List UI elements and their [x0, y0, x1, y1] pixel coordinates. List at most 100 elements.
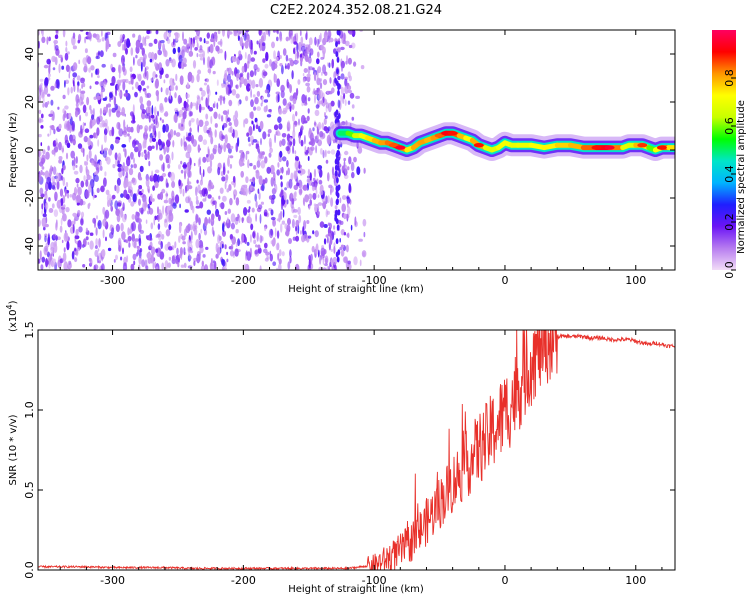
- noise-speck: [84, 48, 88, 54]
- noise-streak-speck: [337, 143, 341, 150]
- noise-speck: [68, 112, 72, 120]
- noise-streak-speck: [336, 68, 339, 75]
- noise-speck: [89, 232, 94, 236]
- noise-speck: [139, 248, 143, 253]
- noise-speck: [120, 208, 124, 218]
- noise-speck: [232, 175, 236, 183]
- noise-speck: [200, 228, 203, 234]
- noise-speck: [275, 91, 281, 95]
- noise-speck: [182, 188, 185, 197]
- noise-speck: [121, 59, 124, 66]
- noise-speck: [340, 249, 345, 257]
- noise-speck: [224, 181, 227, 190]
- noise-speck: [298, 188, 303, 196]
- noise-speck: [203, 38, 206, 44]
- noise-speck: [280, 190, 284, 195]
- noise-speck: [318, 92, 322, 100]
- noise-speck: [226, 143, 231, 149]
- noise-speck: [267, 129, 272, 134]
- noise-speck: [258, 175, 263, 186]
- noise-speck: [52, 166, 57, 176]
- noise-speck: [252, 94, 256, 98]
- noise-speck: [350, 161, 355, 172]
- noise-speck: [347, 85, 352, 90]
- noise-speck: [168, 256, 172, 261]
- noise-speck: [341, 203, 347, 213]
- noise-speck: [73, 170, 79, 175]
- noise-speck: [63, 261, 69, 270]
- noise-speck: [165, 229, 171, 237]
- noise-speck: [80, 211, 85, 218]
- noise-speck: [71, 250, 75, 260]
- noise-speck: [228, 88, 230, 96]
- noise-speck: [296, 50, 299, 59]
- noise-speck: [285, 54, 289, 62]
- noise-speck: [94, 249, 99, 257]
- noise-speck: [281, 166, 284, 174]
- noise-speck: [163, 31, 168, 40]
- noise-speck: [155, 78, 159, 89]
- noise-speck: [153, 38, 158, 45]
- noise-speck: [164, 218, 167, 223]
- noise-speck: [87, 56, 92, 65]
- snr-y-scale-base: (x10: [8, 309, 19, 332]
- noise-speck: [320, 56, 324, 60]
- noise-speck: [223, 267, 227, 270]
- noise-speck: [201, 96, 204, 101]
- noise-speck: [53, 39, 59, 45]
- noise-speck: [227, 109, 229, 115]
- noise-speck: [264, 226, 267, 232]
- noise-speck: [189, 127, 192, 133]
- noise-speck: [337, 40, 341, 45]
- noise-speck: [215, 91, 218, 95]
- noise-speck: [337, 99, 341, 109]
- noise-speck: [198, 252, 201, 262]
- noise-speck: [196, 103, 199, 111]
- noise-speck: [144, 36, 147, 44]
- colorbar-axes: 0.0 0.2 0.4 0.6 0.8: [723, 69, 736, 279]
- noise-speck: [261, 151, 265, 156]
- noise-speck: [39, 250, 42, 260]
- noise-speck: [246, 251, 252, 261]
- noise-speck: [198, 48, 204, 53]
- noise-speck: [99, 81, 104, 87]
- noise-speck: [174, 241, 177, 249]
- noise-speck: [142, 138, 147, 148]
- noise-speck: [248, 184, 253, 193]
- noise-speck: [152, 253, 154, 261]
- noise-speck: [231, 71, 234, 76]
- noise-speck: [287, 62, 290, 70]
- noise-speck: [287, 217, 291, 226]
- noise-speck: [289, 249, 292, 258]
- noise-speck: [53, 241, 57, 248]
- noise-speck: [330, 100, 335, 107]
- noise-speck: [145, 219, 148, 224]
- noise-speck: [119, 164, 124, 172]
- noise-speck: [114, 152, 118, 161]
- noise-speck: [312, 230, 315, 235]
- noise-speck: [98, 50, 100, 57]
- noise-speck: [155, 74, 158, 78]
- noise-streak-speck: [335, 152, 339, 159]
- noise-speck: [306, 48, 310, 55]
- noise-speck: [275, 131, 278, 136]
- noise-speck: [209, 43, 214, 54]
- noise-speck: [106, 31, 111, 35]
- noise-speck: [217, 30, 221, 35]
- noise-speck: [166, 38, 171, 44]
- noise-speck: [348, 44, 353, 49]
- noise-speck: [165, 158, 170, 164]
- noise-speck: [179, 97, 183, 104]
- noise-speck: [188, 120, 192, 127]
- noise-speck: [327, 222, 331, 226]
- noise-speck: [319, 256, 322, 265]
- noise-speck: [102, 148, 108, 158]
- noise-speck: [152, 71, 157, 79]
- noise-speck: [162, 162, 165, 173]
- noise-speck: [329, 235, 333, 245]
- noise-speck: [187, 71, 193, 82]
- noise-speck: [91, 72, 93, 78]
- noise-speck: [322, 79, 328, 86]
- noise-speck: [293, 209, 298, 213]
- noise-speck: [141, 109, 147, 114]
